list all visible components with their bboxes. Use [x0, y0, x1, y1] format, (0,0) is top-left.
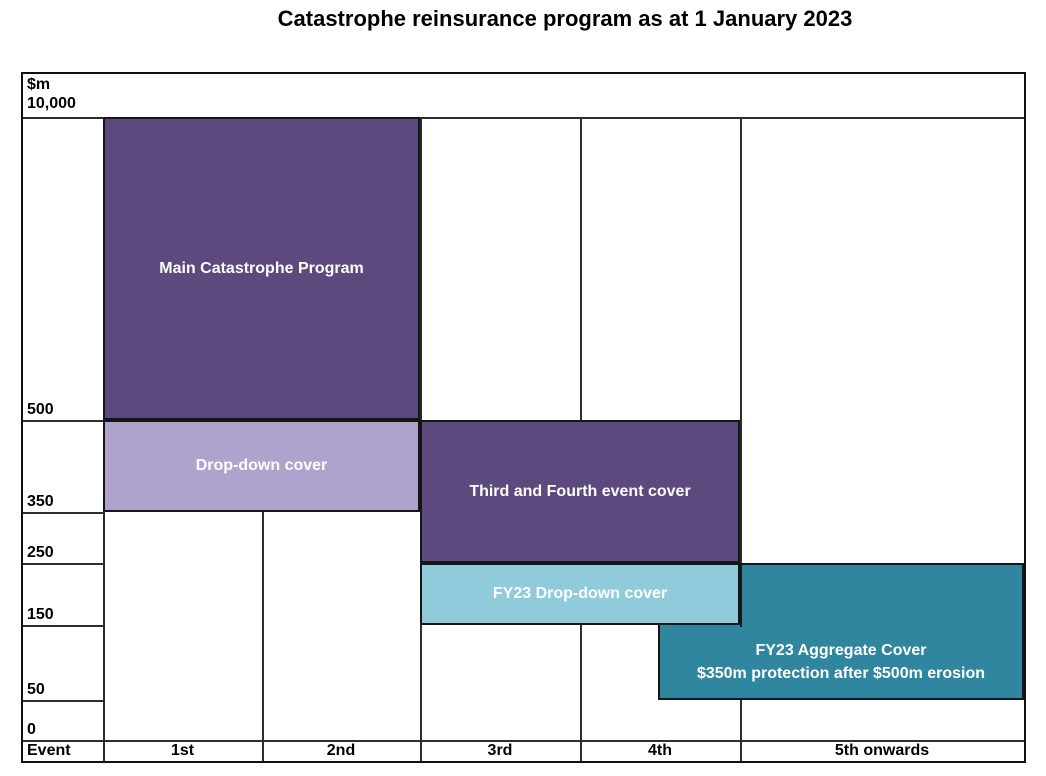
block-fy23-aggregate-cover-label: FY23 Aggregate Cover $350m protection af… [658, 625, 1024, 698]
y-tick-150: 150 [27, 606, 54, 623]
y-tick-500: 500 [27, 401, 54, 418]
fy23-aggregate-cover-title: FY23 Aggregate Cover [755, 641, 927, 659]
y-tick-250: 250 [27, 544, 54, 561]
block-drop-down-cover: Drop-down cover [103, 420, 420, 512]
block-drop-down-cover-label: Drop-down cover [195, 457, 328, 474]
x-tick-3rd: 3rd [487, 741, 513, 759]
y-tick-0: 0 [27, 721, 36, 738]
gridline-zero-event-row [23, 740, 1024, 742]
block-fy23-aggregate-cover-main [740, 563, 1024, 700]
block-main-catastrophe-program: Main Catastrophe Program [103, 117, 420, 420]
y-tick-10000: 10,000 [27, 95, 76, 112]
x-axis-title: Event [27, 741, 71, 759]
fy23-aggregate-cover-subtitle: $350m protection after $500m erosion [696, 664, 986, 682]
tick-350-line [23, 512, 104, 514]
block-third-fourth-event-cover: Third and Fourth event cover [420, 420, 740, 563]
y-tick-350: 350 [27, 493, 54, 510]
y-axis-unit-label: $m [27, 76, 51, 93]
x-tick-5th-onwards: 5th onwards [834, 741, 930, 759]
page-title: Catastrophe reinsurance program as at 1 … [277, 6, 853, 31]
block-fy23-drop-down-cover-label: FY23 Drop-down cover [492, 585, 668, 602]
tick-150-line [23, 625, 104, 627]
y-tick-50: 50 [27, 681, 45, 698]
x-tick-4th: 4th [648, 741, 672, 759]
tick-500-line [23, 420, 104, 422]
tick-250-line [23, 563, 104, 565]
reinsurance-tower-chart: $m 10,000 500 350 250 150 50 0 Main Cata… [21, 72, 1026, 763]
gridline-event-4-5 [740, 117, 742, 761]
x-tick-2nd: 2nd [326, 741, 356, 759]
x-tick-1st: 1st [170, 741, 195, 759]
tick-50-line [23, 700, 104, 702]
block-fy23-aggregate-cover-extension [658, 623, 742, 700]
block-main-catastrophe-program-label: Main Catastrophe Program [159, 259, 364, 277]
block-fy23-drop-down-cover: FY23 Drop-down cover [420, 563, 740, 625]
block-third-fourth-event-cover-label: Third and Fourth event cover [469, 482, 691, 500]
gridline-10000 [23, 117, 1024, 119]
block-fy23-aggregate-cover-joint [737, 627, 747, 698]
